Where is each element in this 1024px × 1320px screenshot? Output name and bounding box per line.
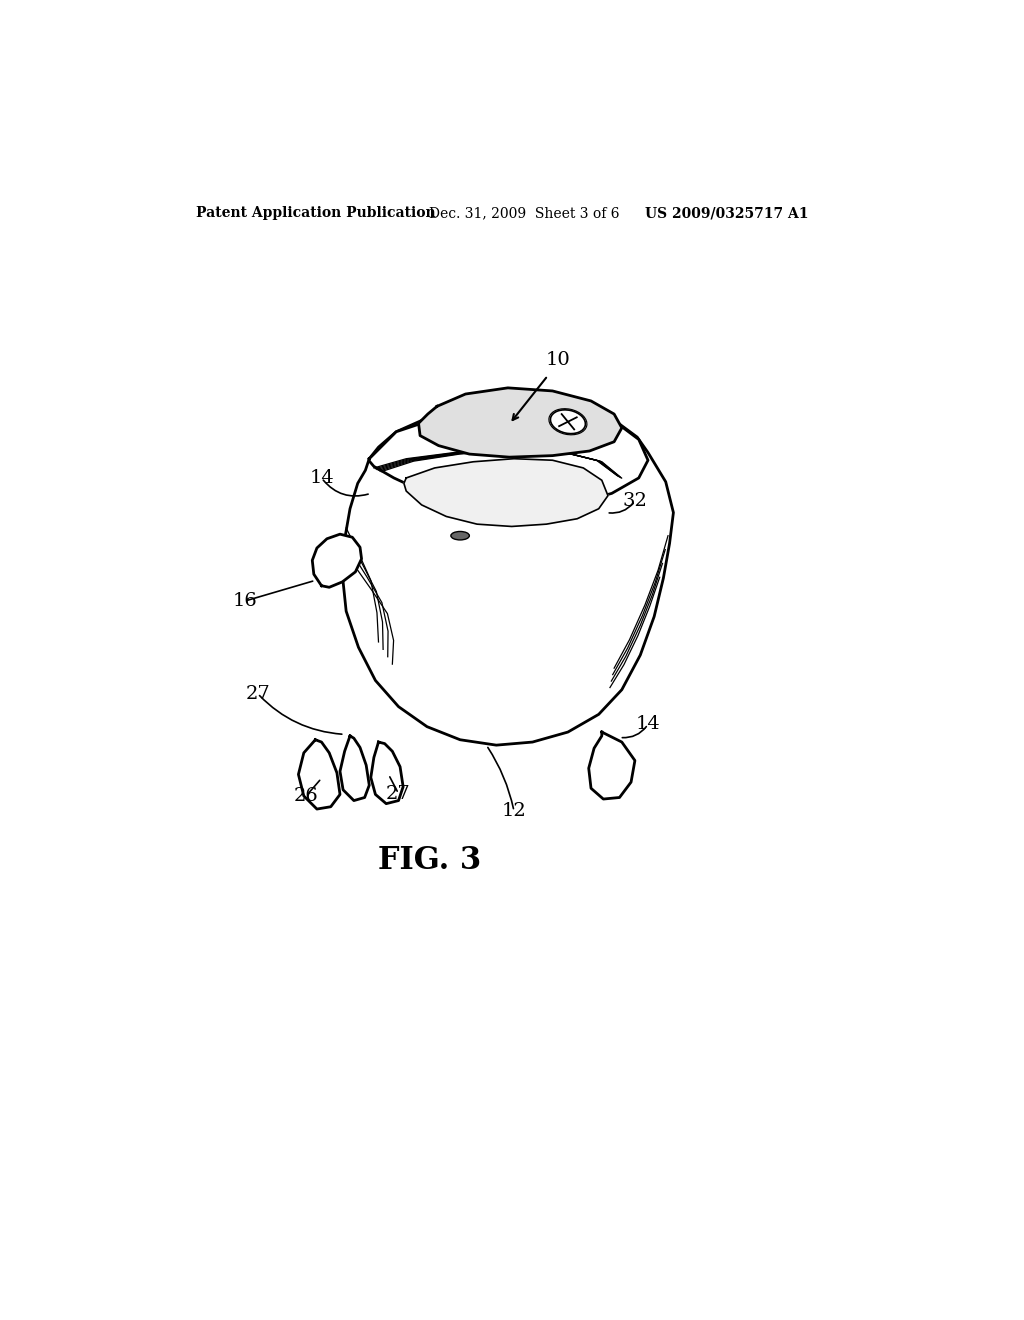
Polygon shape (419, 388, 622, 457)
Text: 27: 27 (245, 685, 270, 702)
Polygon shape (403, 459, 608, 527)
Polygon shape (298, 739, 340, 809)
Text: 32: 32 (623, 492, 647, 510)
Polygon shape (342, 404, 674, 744)
Text: 26: 26 (294, 787, 318, 805)
Polygon shape (340, 737, 370, 800)
Polygon shape (589, 733, 635, 799)
Text: Dec. 31, 2009  Sheet 3 of 6: Dec. 31, 2009 Sheet 3 of 6 (429, 206, 620, 220)
Text: 16: 16 (232, 593, 257, 610)
Polygon shape (312, 535, 361, 587)
Polygon shape (370, 407, 648, 508)
Ellipse shape (551, 409, 586, 434)
Text: FIG. 3: FIG. 3 (378, 845, 481, 876)
Polygon shape (371, 742, 403, 804)
Text: 10: 10 (546, 351, 570, 370)
Ellipse shape (451, 532, 469, 540)
Text: Patent Application Publication: Patent Application Publication (196, 206, 435, 220)
Text: 12: 12 (502, 803, 526, 820)
Text: 27: 27 (386, 784, 411, 803)
Text: 14: 14 (636, 715, 660, 734)
Text: US 2009/0325717 A1: US 2009/0325717 A1 (645, 206, 808, 220)
Text: 14: 14 (309, 469, 334, 487)
